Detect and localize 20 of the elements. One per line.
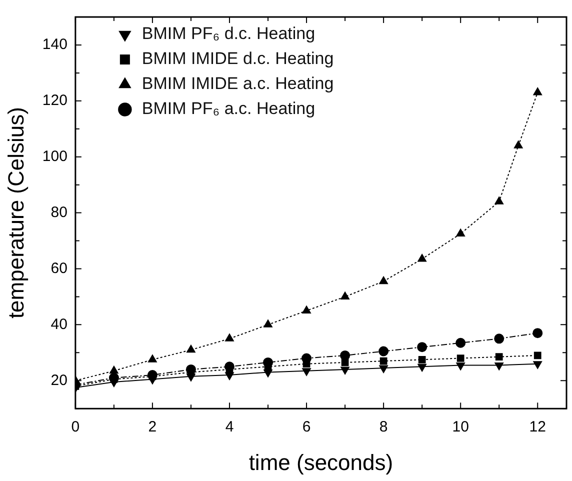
y-tick-label: 120 bbox=[42, 92, 68, 110]
x-tick-label: 6 bbox=[302, 418, 311, 436]
y-tick-label: 100 bbox=[42, 148, 68, 165]
legend-label: BMIM IMIDE a.c. Heating bbox=[142, 74, 334, 94]
legend-label: BMIM PF₆ a.c. Heating bbox=[142, 99, 316, 118]
y-tick-label: 20 bbox=[50, 372, 68, 389]
legend-label: BMIM PF₆ d.c. Heating bbox=[142, 24, 316, 44]
x-tick-label: 10 bbox=[452, 418, 469, 436]
x-tick-label: 0 bbox=[71, 418, 80, 436]
x-tick-label: 8 bbox=[379, 418, 388, 436]
x-tick-label: 4 bbox=[225, 418, 234, 436]
legend-label: BMIM IMIDE d.c. Heating bbox=[142, 49, 334, 68]
y-tick-label: 40 bbox=[50, 316, 68, 333]
y-tick-label: 60 bbox=[50, 260, 68, 277]
x-tick-label: 2 bbox=[148, 418, 157, 436]
x-axis-title: time (seconds) bbox=[248, 450, 394, 475]
y-tick-label: 80 bbox=[50, 204, 68, 221]
x-tick-label: 12 bbox=[529, 418, 546, 436]
y-tick-label: 140 bbox=[42, 36, 68, 54]
y-axis-title: temperature (Celsius) bbox=[3, 107, 28, 319]
